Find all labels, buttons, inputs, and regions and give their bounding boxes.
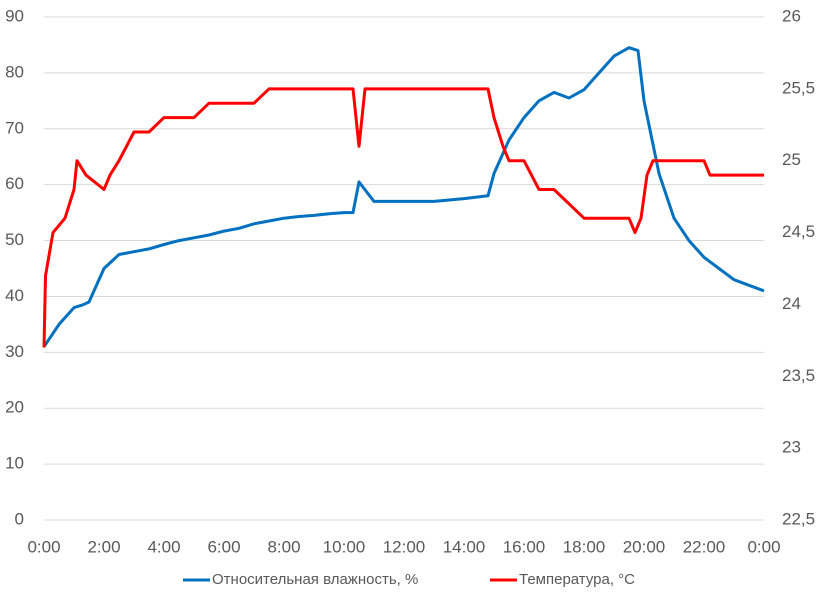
x-tick-label: 20:00 — [623, 537, 666, 556]
x-tick-label: 16:00 — [503, 537, 546, 556]
y2-tick-label: 26 — [782, 6, 801, 25]
x-tick-label: 12:00 — [383, 537, 426, 556]
y-tick-label: 90 — [5, 6, 24, 25]
x-tick-label: 6:00 — [207, 537, 240, 556]
data-line — [42, 46, 765, 348]
legend-label: Относительная влажность, % — [212, 571, 418, 588]
y2-tick-label: 23,5 — [782, 366, 815, 385]
x-tick-label: 18:00 — [563, 537, 606, 556]
x-tick-label: 0:00 — [747, 537, 780, 556]
x-tick-label: 8:00 — [267, 537, 300, 556]
y-tick-label: 60 — [5, 174, 24, 193]
x-tick-label: 14:00 — [443, 537, 486, 556]
y2-tick-label: 25,5 — [782, 78, 815, 97]
y-tick-label: 80 — [5, 62, 24, 81]
y-tick-label: 30 — [5, 342, 24, 361]
x-tick-label: 22:00 — [683, 537, 726, 556]
data-line — [42, 87, 764, 348]
y-tick-label: 10 — [5, 454, 24, 473]
x-tick-label: 2:00 — [87, 537, 120, 556]
y2-tick-label: 25 — [782, 150, 801, 169]
y-tick-label: 70 — [5, 118, 24, 137]
x-tick-label: 0:00 — [27, 537, 60, 556]
y-tick-label: 0 — [15, 509, 24, 528]
y2-tick-label: 22,5 — [782, 509, 815, 528]
x-tick-label: 4:00 — [147, 537, 180, 556]
y2-tick-label: 23 — [782, 438, 801, 457]
legend-label: Температура, °C — [519, 571, 635, 588]
y-tick-label: 20 — [5, 398, 24, 417]
y2-tick-label: 24 — [782, 294, 801, 313]
x-tick-label: 10:00 — [323, 537, 366, 556]
y-tick-label: 50 — [5, 230, 24, 249]
y2-tick-label: 24,5 — [782, 222, 815, 241]
y-tick-label: 40 — [5, 286, 24, 305]
